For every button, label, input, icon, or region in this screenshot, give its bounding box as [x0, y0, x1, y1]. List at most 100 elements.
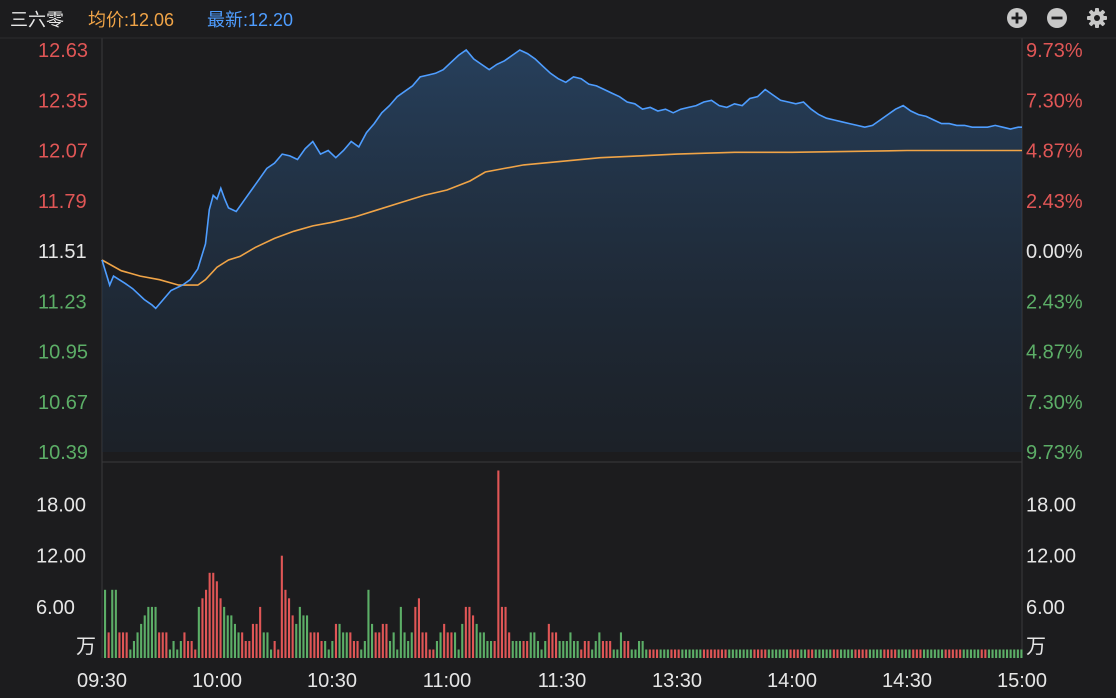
volume-bar [493, 641, 496, 658]
volume-bar [836, 649, 839, 658]
time-tick-label: 09:30 [77, 670, 127, 692]
volume-bar [205, 589, 208, 658]
volume-bar [371, 623, 374, 658]
volume-bar [345, 632, 348, 658]
volume-bar [500, 606, 503, 658]
plus-circle-icon[interactable] [1006, 7, 1028, 29]
volume-bar [923, 649, 926, 658]
volume-bar [111, 589, 114, 658]
volume-bar [356, 641, 359, 658]
volume-bar [720, 649, 723, 658]
volume-bar [739, 649, 742, 658]
volume-bar [187, 641, 190, 658]
volume-bar [648, 649, 651, 658]
volume-bar [767, 649, 770, 658]
volume-bar [132, 641, 135, 658]
volume-bar [277, 649, 280, 658]
volume-bar [858, 649, 861, 658]
volume-bar [161, 632, 164, 658]
gear-icon[interactable] [1086, 7, 1108, 29]
volume-bar [381, 623, 384, 658]
volume-bar [421, 632, 424, 658]
volume-bar [417, 598, 420, 658]
volume-bar [331, 641, 334, 658]
volume-bar [919, 649, 922, 658]
volume-bar [840, 649, 843, 658]
volume-bar [389, 641, 392, 658]
volume-bar [688, 649, 691, 658]
volume-bar [854, 649, 857, 658]
volume-bar [475, 623, 478, 658]
volume-bar [219, 598, 222, 658]
volume-bar [598, 632, 601, 658]
volume-bar [847, 649, 850, 658]
volume-bar [951, 649, 954, 658]
volume-bar [233, 623, 236, 658]
volume-bar [901, 649, 904, 658]
volume-bar [591, 649, 594, 658]
volume-bar [757, 649, 760, 658]
volume-bar [915, 649, 918, 658]
volume-bar [342, 632, 345, 658]
volume-bar [962, 649, 965, 658]
volume-bar [558, 641, 561, 658]
price-tick-label: 11.51 [38, 241, 87, 263]
volume-bar [605, 641, 608, 658]
volume-bar [1013, 649, 1016, 658]
volume-bar [176, 649, 179, 658]
volume-bar [201, 598, 204, 658]
volume-bars [104, 470, 1023, 658]
volume-bar [147, 606, 150, 658]
volume-bar [273, 641, 276, 658]
price-tick-label: 10.67 [38, 392, 88, 414]
volume-bar [850, 649, 853, 658]
volume-bar [179, 641, 182, 658]
minus-circle-icon[interactable] [1046, 7, 1068, 29]
volume-bar [468, 606, 471, 658]
volume-bar [540, 649, 543, 658]
volume-bar [435, 641, 438, 658]
volume-bar [428, 649, 431, 658]
volume-bar [702, 649, 705, 658]
volume-bar [223, 606, 226, 658]
volume-bar [926, 649, 929, 658]
volume-bar [385, 623, 388, 658]
volume-bar [587, 641, 590, 658]
volume-bar [710, 649, 713, 658]
volume-bar [580, 649, 583, 658]
volume-bar [360, 649, 363, 658]
volume-bar [338, 623, 341, 658]
volume-bar [638, 641, 641, 658]
volume-bar [897, 649, 900, 658]
volume-bar [432, 649, 435, 658]
volume-bar [150, 606, 153, 658]
volume-bar [623, 641, 626, 658]
price-tick-label: 12.35 [38, 90, 88, 112]
stock-name: 三六零 [10, 10, 64, 30]
volume-bar [1020, 649, 1023, 658]
volume-bar [320, 641, 323, 658]
volume-bar [800, 649, 803, 658]
volume-bar [104, 589, 107, 658]
volume-bar [215, 581, 218, 658]
volume-bar [262, 632, 265, 658]
volume-bar [583, 641, 586, 658]
volume-bar [778, 649, 781, 658]
price-tick-label: 12.07 [38, 141, 88, 163]
volume-bar [1006, 649, 1009, 658]
price-tick-label: 10.95 [38, 342, 88, 364]
price-tick-label: 11.79 [38, 191, 87, 213]
volume-bar [251, 623, 254, 658]
volume-bar [670, 649, 673, 658]
volume-bar [544, 641, 547, 658]
volume-bar [825, 649, 828, 658]
volume-bar [987, 649, 990, 658]
volume-bar [973, 649, 976, 658]
volume-bar [908, 649, 911, 658]
volume-bar [122, 632, 125, 658]
volume-bar [399, 606, 402, 658]
volume-tick-label: 6.00 [36, 597, 75, 619]
volume-bar [832, 649, 835, 658]
volume-bar [706, 649, 709, 658]
